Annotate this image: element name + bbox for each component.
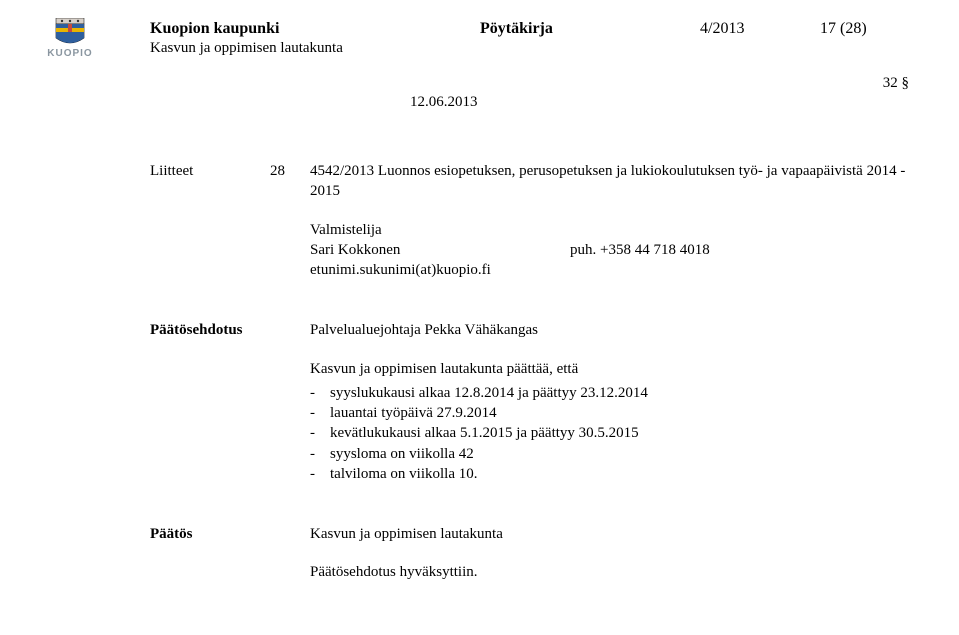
doc-type: Pöytäkirja [480,20,700,38]
list-item: -syysloma on viikolla 42 [310,444,919,464]
doc-number: 4/2013 [700,20,820,38]
logo-text: KUOPIO [30,48,110,59]
attachments-label: Liitteet [150,161,270,202]
decision-text: Päätösehdotus hyväksyttiin. [310,562,919,582]
list-item: -syyslukukausi alkaa 12.8.2014 ja päätty… [310,383,919,403]
proposal-list: -syyslukukausi alkaa 12.8.2014 ja päätty… [310,383,919,484]
preparer-label: Valmistelija [310,220,919,240]
attachment-text: 4542/2013 Luonnos esiopetuksen, perusope… [310,161,919,202]
list-item-text: syyslukukausi alkaa 12.8.2014 ja päättyy… [330,383,919,403]
list-item-text: lauantai työpäivä 27.9.2014 [330,403,919,423]
preparer-email: etunimi.sukunimi(at)kuopio.fi [310,260,919,280]
attachment-number: 28 [270,161,310,202]
list-item-text: kevätlukukausi alkaa 5.1.2015 ja päättyy… [330,423,919,443]
phone-label: puh. [570,242,596,258]
crest-icon [50,18,90,46]
proposal-text: Kasvun ja oppimisen lautakunta päättää, … [310,359,919,379]
list-item-text: talviloma on viikolla 10. [330,464,919,484]
org-name: Kuopion kaupunki [150,20,480,38]
proposal-by: Palvelualuejohtaja Pekka Vähäkangas [310,320,919,340]
section-ref: 32 § [30,75,919,92]
committee-name: Kasvun ja oppimisen lautakunta [150,40,919,57]
list-item: -lauantai työpäivä 27.9.2014 [310,403,919,423]
page-number: 17 (28) [820,20,900,38]
proposal-label: Päätösehdotus [150,320,270,340]
doc-date: 12.06.2013 [410,94,919,111]
preparer-phone: puh. +358 44 718 4018 [570,240,919,260]
preparer-name: Sari Kokkonen [310,240,570,260]
decision-by: Kasvun ja oppimisen lautakunta [310,524,919,544]
list-item-text: syysloma on viikolla 42 [330,444,919,464]
phone-number: +358 44 718 4018 [600,242,710,258]
list-item: -kevätlukukausi alkaa 5.1.2015 ja päätty… [310,423,919,443]
org-logo: KUOPIO [30,18,110,59]
list-item: -talviloma on viikolla 10. [310,464,919,484]
decision-label: Päätös [150,524,270,544]
